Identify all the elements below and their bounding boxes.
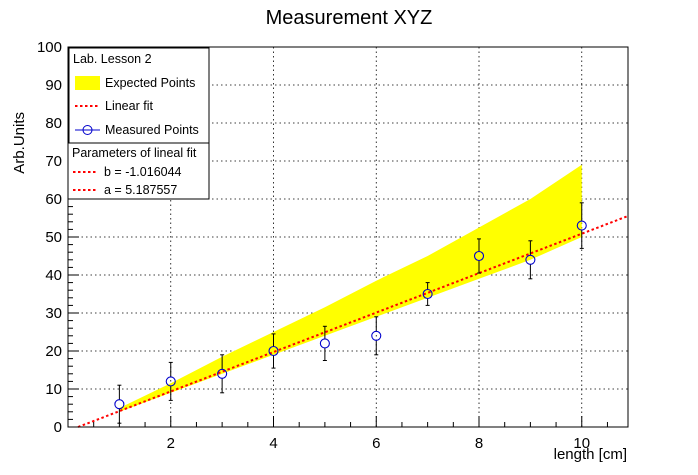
- fit-parameters-box: Parameters of lineal fit b = -1.016044 a…: [67, 142, 210, 200]
- data-point: [319, 338, 330, 349]
- x-tick-label: 6: [372, 435, 380, 452]
- fit-param-a: a = 5.187557: [104, 183, 177, 197]
- data-point: [268, 345, 279, 357]
- y-tick-label: 50: [45, 229, 62, 246]
- y-tick-label: 80: [45, 115, 62, 132]
- y-tick-label: 0: [54, 419, 62, 436]
- fit-box: [67, 142, 210, 200]
- x-tick-label: 8: [475, 435, 483, 452]
- y-tick-label: 40: [45, 267, 62, 284]
- data-point: [422, 288, 433, 300]
- legend-box: [68, 47, 210, 144]
- linear-fit: [77, 215, 629, 428]
- x-axis-title: length [cm]: [554, 446, 627, 463]
- legend-swatch-points-marker: [82, 125, 93, 135]
- y-axis-title: Arb.Units: [11, 112, 28, 174]
- y-tick-label: 100: [37, 39, 62, 56]
- data-point: [576, 220, 587, 231]
- y-tick-label: 10: [45, 381, 62, 398]
- expected-band-area: [119, 164, 582, 412]
- legend-swatch-band: [75, 76, 100, 90]
- fit-param-b: b = -1.016044: [104, 165, 182, 179]
- x-tick-label: 4: [269, 435, 277, 452]
- data-point: [114, 399, 125, 410]
- data-point: [473, 250, 485, 262]
- legend-item-fit: Linear fit: [105, 99, 153, 113]
- data-point: [525, 254, 536, 265]
- legend-header: Lab. Lesson 2: [73, 52, 152, 66]
- data-point: [165, 376, 176, 387]
- y-tick-label: 90: [45, 77, 62, 94]
- y-tick-label: 20: [45, 343, 62, 360]
- y-tick-label: 70: [45, 153, 62, 170]
- x-tick-label: 10: [573, 435, 590, 452]
- data-point: [371, 330, 382, 341]
- data-point: [217, 368, 228, 379]
- fit-box-header: Parameters of lineal fit: [72, 146, 197, 160]
- expected-band: [119, 164, 582, 412]
- legend: Lab. Lesson 2 Expected Points Linear fit…: [68, 47, 210, 144]
- y-tick-label: 60: [45, 191, 62, 208]
- y-tick-label: 30: [45, 305, 62, 322]
- legend-item-expected: Expected Points: [105, 76, 195, 90]
- legend-item-measured: Measured Points: [105, 123, 199, 137]
- measured-points: [114, 202, 587, 424]
- fit-line: [77, 215, 629, 428]
- chart-title: Measurement XYZ: [266, 7, 433, 29]
- x-tick-label: 2: [167, 435, 175, 452]
